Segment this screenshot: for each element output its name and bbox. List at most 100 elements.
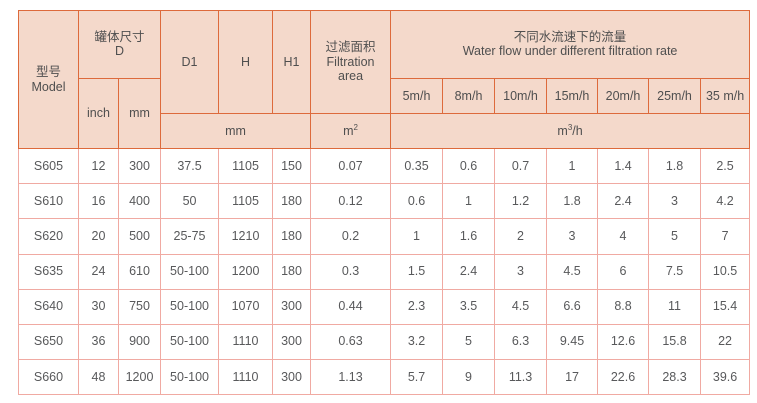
cell-flow-35: 15.4 — [700, 288, 751, 325]
table-row: S660 48 1200 50-100 1110 300 1.13 5.7 9 … — [18, 358, 751, 396]
header-rate-15: 15m/h — [546, 77, 599, 115]
cell-area: 1.13 — [310, 358, 392, 396]
cell-flow-8: 1 — [442, 183, 496, 220]
cell-flow-5: 0.6 — [390, 183, 444, 220]
cell-flow-15: 6.6 — [546, 288, 599, 325]
cell-mm: 1200 — [117, 358, 162, 396]
cell-flow-20: 4 — [597, 218, 650, 255]
cell-mm: 900 — [117, 323, 162, 360]
cell-d1: 37.5 — [160, 148, 220, 185]
header-water-flow: 不同水流速下的流量 Water flow under different fil… — [390, 10, 751, 79]
cell-flow-15: 3 — [546, 218, 599, 255]
cell-h: 1105 — [218, 183, 274, 220]
header-unit-m3h-base: m — [557, 123, 568, 138]
cell-flow-20: 2.4 — [597, 183, 650, 220]
cell-flow-5: 2.3 — [390, 288, 444, 325]
header-filtration-area-cn: 过滤面积 — [325, 38, 376, 54]
cell-model: S660 — [18, 358, 79, 396]
cell-h1: 180 — [272, 218, 312, 255]
cell-d1: 25-75 — [160, 218, 220, 255]
cell-h1: 300 — [272, 358, 312, 396]
cell-model: S605 — [18, 148, 79, 185]
cell-flow-8: 9 — [442, 358, 496, 396]
cell-area: 0.3 — [310, 253, 392, 290]
cell-inch: 30 — [78, 288, 119, 325]
cell-h: 1070 — [218, 288, 274, 325]
header-d1: D1 — [160, 9, 220, 115]
cell-area: 0.63 — [310, 323, 392, 360]
cell-d1: 50-100 — [160, 358, 220, 396]
cell-flow-25: 7.5 — [648, 253, 702, 290]
cell-area: 0.12 — [310, 183, 392, 220]
table-row: S640 30 750 50-100 1070 300 0.44 2.3 3.5… — [18, 288, 751, 325]
header-h: H — [218, 9, 274, 115]
header-rate-10: 10m/h — [494, 77, 548, 115]
cell-flow-15: 17 — [546, 358, 599, 396]
cell-flow-10: 6.3 — [494, 323, 548, 360]
cell-flow-25: 28.3 — [648, 358, 702, 396]
cell-h1: 180 — [272, 253, 312, 290]
cell-flow-10: 1.2 — [494, 183, 548, 220]
header-model: 型号 Model — [18, 9, 79, 150]
header-unit-m3h-rest: /h — [572, 123, 583, 138]
cell-flow-25: 11 — [648, 288, 702, 325]
cell-inch: 24 — [78, 253, 119, 290]
cell-area: 0.2 — [310, 218, 392, 255]
cell-d1: 50-100 — [160, 288, 220, 325]
cell-flow-35: 22 — [700, 323, 751, 360]
header-tank-size-symbol: D — [114, 44, 125, 59]
header-unit-m3h: m3/h — [390, 113, 751, 150]
cell-flow-20: 22.6 — [597, 358, 650, 396]
cell-mm: 610 — [117, 253, 162, 290]
cell-model: S635 — [18, 253, 79, 290]
cell-flow-15: 9.45 — [546, 323, 599, 360]
header-unit-m2: m2 — [310, 113, 392, 150]
cell-flow-10: 2 — [494, 218, 548, 255]
header-rate-25: 25m/h — [648, 77, 702, 115]
header-water-flow-cn: 不同水流速下的流量 — [513, 28, 627, 44]
header-unit-m3h-exponent: 3 — [567, 122, 573, 132]
cell-model: S610 — [18, 183, 79, 220]
header-model-cn: 型号 — [35, 63, 61, 79]
table-row: S605 12 300 37.5 1105 150 0.07 0.35 0.6 … — [18, 148, 751, 185]
header-row-rates: inch mm 5m/h 8m/h 10m/h 15m/h 20m/h 25m/… — [19, 77, 751, 150]
cell-mm: 500 — [117, 218, 162, 255]
cell-inch: 16 — [78, 183, 119, 220]
cell-inch: 12 — [78, 148, 119, 185]
cell-flow-8: 2.4 — [442, 253, 496, 290]
cell-mm: 300 — [117, 148, 162, 185]
cell-flow-10: 4.5 — [494, 288, 548, 325]
cell-mm: 400 — [117, 183, 162, 220]
table-row: S610 16 400 50 1105 180 0.12 0.6 1 1.2 1… — [18, 183, 751, 220]
table-row: S650 36 900 50-100 1110 300 0.63 3.2 5 6… — [18, 323, 751, 360]
cell-inch: 48 — [78, 358, 119, 396]
header-filtration-area: 过滤面积 Filtration area — [310, 9, 392, 115]
cell-flow-35: 2.5 — [700, 148, 751, 185]
header-model-en: Model — [31, 79, 66, 94]
header-filtration-area-en1: Filtration — [326, 54, 375, 69]
cell-h: 1210 — [218, 218, 274, 255]
specification-table-wrapper: 型号 Model 罐体尺寸 D D1 H H1 过滤面积 Filtration … — [18, 9, 751, 396]
cell-flow-5: 1 — [390, 218, 444, 255]
header-unit-m2-base: m — [343, 123, 354, 138]
cell-model: S640 — [18, 288, 79, 325]
cell-model: S620 — [18, 218, 79, 255]
cell-flow-8: 5 — [442, 323, 496, 360]
header-filtration-area-en2: area — [338, 69, 364, 84]
cell-h: 1110 — [218, 358, 274, 396]
cell-mm: 750 — [117, 288, 162, 325]
header-rate-20: 20m/h — [597, 77, 650, 115]
cell-area: 0.07 — [310, 148, 392, 185]
cell-h: 1105 — [218, 148, 274, 185]
cell-flow-25: 15.8 — [648, 323, 702, 360]
header-rate-35: 35 m/h — [700, 77, 751, 115]
header-row-primary: 型号 Model 罐体尺寸 D D1 H H1 过滤面积 Filtration … — [18, 9, 751, 150]
header-rate-8: 8m/h — [442, 77, 496, 115]
cell-h1: 300 — [272, 323, 312, 360]
cell-flow-20: 8.8 — [597, 288, 650, 325]
cell-flow-20: 1.4 — [597, 148, 650, 185]
cell-inch: 20 — [78, 218, 119, 255]
cell-h: 1110 — [218, 323, 274, 360]
header-unit-mm-dims: mm — [160, 113, 312, 150]
header-unit-mm-d: mm — [117, 77, 162, 150]
